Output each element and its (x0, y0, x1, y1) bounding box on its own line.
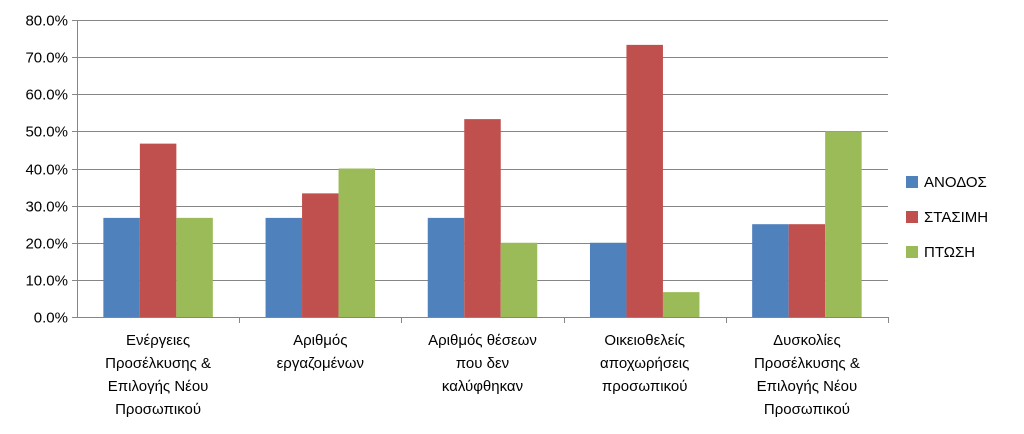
x-axis-categories: Ενέργειες Προσέλκυσης & Επιλογής Νέου Προσω… (105, 332, 860, 418)
legend: ΑΝΟΔΟΣ ΣΤΑΣΙΜΗ ΠΤΩΣΗ (906, 174, 988, 261)
y-tick-label: 80.0% (25, 13, 68, 30)
y-tick-label: 50.0% (25, 124, 68, 141)
x-category-label: Προσέλκυσης & (105, 355, 211, 372)
bar (302, 193, 339, 317)
x-category-label: Προσωπικού (764, 401, 850, 418)
y-tick-label: 0.0% (34, 310, 68, 327)
y-tick-label: 10.0% (25, 273, 68, 290)
x-category-label: Αριθμός (293, 332, 347, 349)
legend-swatch (906, 246, 918, 258)
x-category-label: Δυσκολίες (773, 332, 841, 349)
bar (139, 143, 177, 317)
bar (500, 242, 538, 317)
x-category-label: Αριθμός θέσεων (428, 332, 537, 349)
axes (72, 20, 889, 323)
x-category-label: που δεν (456, 355, 509, 372)
bar (265, 217, 303, 317)
y-tick-label: 70.0% (25, 50, 68, 67)
x-category-label: Οικειοθελείς (604, 332, 685, 349)
bar (338, 168, 376, 317)
y-tick-label: 30.0% (25, 199, 68, 216)
y-axis-ticks: 0.0% 10.0% 20.0% 30.0% 40.0% 50.0% 60.0% 70.0% 8… (25, 13, 68, 327)
bar (752, 224, 789, 317)
bar (662, 292, 700, 317)
x-category-label: προσωπικού (602, 378, 688, 395)
x-category-label: Επιλογής Νέου (757, 378, 858, 395)
bar (427, 217, 465, 317)
legend-swatch (906, 176, 918, 188)
x-category-label: Ενέργειες (126, 332, 190, 349)
x-category-label: αποχωρήσεις (600, 355, 689, 372)
x-category-label: Προσέλκυσης & (754, 355, 860, 372)
bar (589, 242, 627, 317)
bar (788, 224, 826, 317)
x-category-label: καλύφθηκαν (442, 378, 523, 395)
x-category-label: Επιλογής Νέου (108, 378, 209, 395)
legend-swatch (906, 211, 918, 223)
bars (103, 44, 862, 317)
bar (176, 217, 213, 317)
y-tick-label: 60.0% (25, 87, 68, 104)
legend-label: ΑΝΟΔΟΣ (924, 174, 987, 191)
x-category-label: Προσωπικού (115, 401, 201, 418)
bar (103, 217, 140, 317)
bar (825, 131, 862, 317)
bar (464, 119, 501, 317)
y-tick-label: 20.0% (25, 236, 68, 253)
x-category-label: εργαζομένων (277, 355, 364, 372)
bar (626, 44, 663, 317)
y-tick-label: 40.0% (25, 162, 68, 179)
legend-label: ΣΤΑΣΙΜΗ (924, 209, 988, 226)
legend-label: ΠΤΩΣΗ (924, 244, 975, 261)
